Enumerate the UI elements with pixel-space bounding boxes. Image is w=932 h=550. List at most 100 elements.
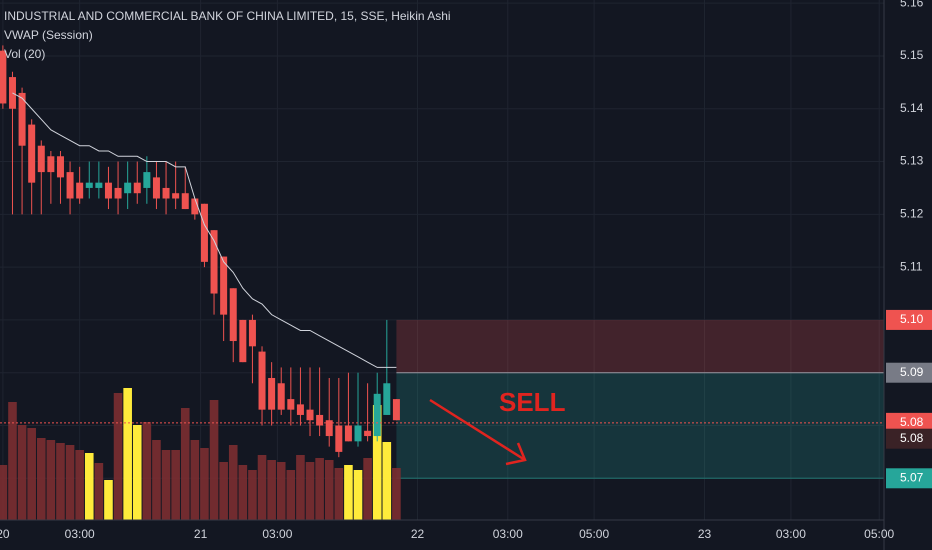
candle-body	[373, 393, 381, 437]
candle-body	[325, 420, 333, 437]
candle-body	[239, 319, 247, 363]
chart-title: INDUSTRIAL AND COMMERCIAL BANK OF CHINA …	[4, 9, 451, 23]
volume-bar	[152, 440, 161, 520]
candle-body	[85, 182, 93, 188]
volume-bar	[75, 450, 84, 520]
volume-bar	[65, 445, 75, 520]
x-tick-label: 20	[0, 527, 10, 541]
candle-body	[306, 409, 314, 421]
volume-bar	[382, 442, 392, 520]
volume-bar	[171, 450, 180, 520]
candle-body	[248, 319, 256, 347]
other-price-label: 5.08	[900, 431, 924, 445]
candle-body	[268, 377, 276, 410]
volume-bar	[392, 468, 401, 520]
candle-body	[220, 256, 228, 315]
volume-bar	[94, 463, 104, 520]
volume-bar	[142, 422, 152, 520]
candle-body	[104, 182, 112, 199]
entry-price-label: 5.09	[900, 365, 924, 379]
volume-bar	[219, 462, 228, 520]
indicator-label: Vol (20)	[4, 47, 45, 61]
target-price-label: 5.07	[900, 470, 924, 484]
x-tick-label: 23	[698, 527, 712, 541]
candle-body	[133, 182, 141, 194]
volume-bar	[84, 453, 94, 520]
volume-bar	[315, 458, 324, 520]
volume-bar	[0, 465, 8, 520]
y-tick-label: 5.13	[900, 154, 924, 168]
last-price-label-box	[886, 412, 932, 433]
volume-bar	[353, 470, 363, 520]
candle-body	[37, 145, 45, 173]
volume-bar	[267, 460, 276, 520]
volume-bar	[286, 470, 296, 520]
volume-bar	[123, 388, 132, 520]
candle-body	[383, 383, 391, 415]
x-tick-label: 03:00	[776, 527, 806, 541]
x-tick-label: 03:00	[493, 527, 523, 541]
volume-bar	[36, 438, 46, 520]
candle-body	[354, 425, 362, 442]
x-tick-label: 21	[194, 527, 208, 541]
candle-body	[56, 156, 64, 178]
volume-bar	[161, 450, 171, 520]
x-tick-label: 05:00	[579, 527, 609, 541]
y-tick-label: 5.11	[900, 259, 923, 273]
x-tick-label: 05:00	[864, 527, 894, 541]
candle-body	[114, 187, 122, 199]
sell-annotation: SELL	[499, 387, 566, 417]
other-price-label-box	[886, 428, 932, 449]
volume-bar	[257, 455, 267, 520]
volume-bar	[276, 462, 286, 520]
volume-bar	[372, 405, 382, 520]
candle-body	[210, 230, 218, 294]
candle-body	[76, 182, 84, 199]
candle-body	[191, 198, 199, 215]
volume-bar	[190, 440, 200, 520]
candle-body	[392, 399, 400, 421]
volume-bar	[248, 470, 257, 520]
candle-body	[28, 124, 36, 183]
indicator-label: VWAP (Session)	[4, 28, 93, 42]
candle-body	[66, 172, 74, 199]
x-tick-label: 22	[411, 527, 425, 541]
volume-bar	[324, 460, 334, 520]
volume-bar	[113, 393, 123, 520]
volume-bar	[46, 440, 56, 520]
y-tick-label: 5.14	[900, 101, 924, 115]
vwap-line	[12, 92, 397, 368]
volume-bar	[180, 408, 190, 520]
sell-arrow	[429, 398, 527, 466]
candle-body	[18, 92, 26, 146]
target-price-label-box	[886, 468, 932, 489]
volume-bar	[132, 425, 142, 520]
candle-body	[152, 177, 160, 199]
candle-body	[143, 172, 151, 188]
candle-body	[47, 156, 55, 173]
volume-bar	[27, 428, 36, 520]
volume-bar	[17, 425, 27, 520]
last-price-label: 5.08	[900, 415, 924, 429]
volume-bar	[104, 480, 113, 520]
candle-body	[0, 50, 7, 104]
volume-bar	[344, 465, 353, 520]
candle-body	[364, 430, 372, 437]
volume-bar	[334, 468, 344, 520]
stop-price-label-box	[886, 309, 932, 330]
volume-bar	[363, 458, 372, 520]
target-zone	[396, 372, 884, 479]
volume-bar	[296, 455, 305, 520]
candle-body	[181, 193, 189, 210]
candle-body	[344, 425, 352, 442]
y-tick-label: 5.16	[900, 0, 924, 9]
stop-price-label: 5.10	[900, 312, 924, 326]
candle-body	[287, 399, 295, 410]
volume-bar	[200, 448, 209, 520]
volume-bar	[56, 443, 65, 520]
candle-body	[200, 203, 208, 262]
candle-body	[316, 414, 324, 426]
candle-body	[277, 383, 285, 410]
volume-bar	[305, 462, 315, 520]
